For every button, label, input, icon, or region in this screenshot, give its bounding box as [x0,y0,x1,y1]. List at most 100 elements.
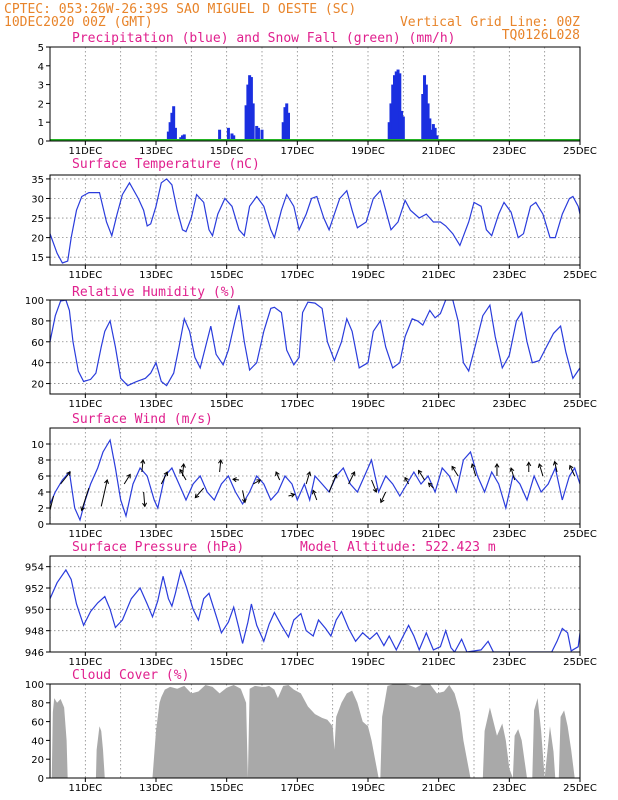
wind-arrow-head [379,498,385,504]
header-station: CPTEC: 053:26W-26:39S SAO MIGUEL D OESTE… [4,2,356,17]
wind-arrow [510,467,516,481]
wind-arrow-head [179,468,184,474]
x-tick-label: 17DEC [280,399,314,410]
x-tick-label: 19DEC [351,146,385,157]
wind-arrow [471,463,477,477]
y-tick-label: 20 [31,234,44,245]
x-tick-label: 25DEC [563,146,597,157]
panel-precip: Precipitation (blue) and Snow Fall (gree… [38,31,597,157]
series-line [50,568,580,652]
y-tick-label: 100 [25,296,44,307]
y-tick-label: 10 [31,440,44,451]
y-tick-label: 40 [31,359,44,370]
panel-temperature: Surface Temperature (nC) 15 20 25 30 35 11DEC 1… [31,157,597,281]
wind-arrow-head [552,460,558,466]
x-tick-label: 19DEC [351,399,385,410]
y-tick-label: 6 [38,472,44,483]
wind-arrow [348,471,356,485]
y-tick-label: 60 [31,338,44,349]
wind-arrow-head [140,459,146,464]
x-tick-label: 13DEC [139,270,173,281]
precip-bar [182,134,186,141]
precip-bar [283,107,287,141]
precip-bar [285,103,289,141]
wind-arrow-head [104,479,109,484]
wind-arrow-head [350,471,356,477]
header-model-code: TQ0126L028 [502,28,580,43]
x-tick-label: 21DEC [422,399,456,410]
wind-arrow-head [290,492,296,498]
x-tick-label: 13DEC [139,783,173,794]
precip-bar [394,71,398,141]
panel-frame [49,427,581,525]
x-tick-label: 21DEC [422,783,456,794]
y-tick-label: 950 [25,605,44,616]
wind-arrow [179,469,187,481]
y-tick-label: 20 [31,755,44,766]
wind-arrow [232,478,240,481]
precip-bar [173,127,177,141]
x-tick-label: 19DEC [351,783,385,794]
wind-arrow [275,471,281,481]
precip-bar [168,122,172,141]
x-tick-label: 25DEC [563,529,597,540]
wind-arrow-head [256,479,262,484]
y-tick-label: 0 [38,774,44,785]
precip-bar [172,106,176,141]
x-tick-label: 17DEC [280,783,314,794]
wind-arrow-head [311,489,317,495]
x-tick-label: 21DEC [422,146,456,157]
panel-title: Precipitation (blue) and Snow Fall (gree… [72,31,456,46]
y-tick-label: 15 [31,253,44,264]
wind-arrow [219,459,222,473]
x-tick-label: 17DEC [280,270,314,281]
wind-arrow [123,474,131,485]
x-tick-label: 15DEC [210,146,244,157]
panel-annotation: Model Altitude: 522.423 m [300,540,496,555]
precip-bar [421,94,425,141]
y-tick-label: 4 [38,62,44,73]
cloud-cover-area [50,684,580,778]
panel-title: Surface Temperature (nC) [72,157,260,172]
wind-arrow-head [241,498,247,504]
x-tick-label: 11DEC [68,783,102,794]
panel-frame [49,555,581,653]
precip-bar [400,110,404,141]
x-tick-label: 11DEC [68,529,102,540]
y-tick-label: 1 [38,118,44,129]
wind-arrow-head [494,463,500,468]
x-tick-label: 17DEC [280,146,314,157]
plot-area [50,300,580,387]
wind-arrow [380,491,387,503]
wind-arrow [242,490,246,503]
precip-bar [246,84,250,141]
y-tick-label: 20 [31,380,44,391]
panel-cloud: Cloud Cover (%) 0 20 40 60 80 100 11DEC 13DEC 15D… [25,668,597,794]
precip-bar [396,69,400,141]
x-tick-label: 13DEC [139,529,173,540]
precip-bar [226,127,230,141]
panel-frame [49,299,581,395]
y-tick-label: 948 [25,627,44,638]
panel-wind: Surface Wind (m/s) 0 2 4 6 8 10 11DEC 13DEC 15DEC… [31,412,597,540]
y-tick-label: 0 [38,520,44,531]
panel-title: Surface Pressure (hPa) [72,540,244,555]
precip-bar [256,127,260,141]
precip-bar [387,122,391,141]
precip-bar [431,124,435,141]
precip-bar [424,84,428,141]
wind-arrow [328,474,337,493]
wind-arrow [100,479,108,507]
x-tick-label: 19DEC [351,270,385,281]
wind-arrow [288,493,295,497]
x-tick-label: 15DEC [210,399,244,410]
x-tick-label: 11DEC [68,270,102,281]
wind-arrow-head [404,476,409,482]
wind-arrow-head [418,469,423,475]
wind-arrow-head [306,471,312,476]
y-tick-label: 5 [38,43,44,54]
series-line [50,438,580,522]
series-line [50,300,580,387]
wind-arrow-head [470,463,476,468]
y-tick-label: 25 [31,214,44,225]
